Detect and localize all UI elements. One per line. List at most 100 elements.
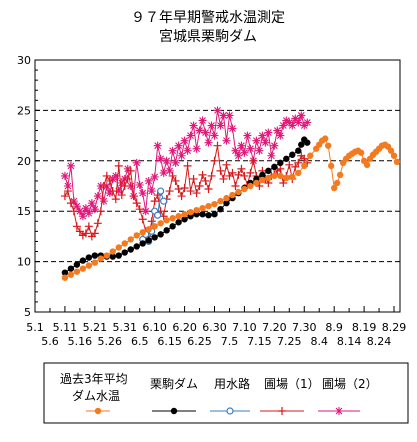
data-point-past-3yr-avg xyxy=(363,161,371,169)
data-point-field-2 xyxy=(192,144,201,153)
y-tick-label: 20 xyxy=(17,155,31,168)
data-point-kurikoma-dam xyxy=(67,265,75,272)
data-point-field-2 xyxy=(228,124,237,133)
data-point-field-2 xyxy=(273,126,282,135)
legend-marker-field-2 xyxy=(335,407,343,415)
data-point-past-3yr-avg xyxy=(103,252,111,259)
data-point-field-1 xyxy=(66,199,75,208)
data-point-field-1 xyxy=(132,199,141,208)
x-tick-label-row1: 5.31 xyxy=(113,321,138,334)
data-point-past-3yr-avg xyxy=(175,213,182,220)
data-point-field-2 xyxy=(303,118,312,127)
series xyxy=(60,106,401,281)
data-point-field-1 xyxy=(114,161,123,170)
y-tick-label: 15 xyxy=(17,205,31,218)
data-point-field-1 xyxy=(249,156,258,165)
data-point-past-3yr-avg xyxy=(85,262,93,269)
data-point-field-2 xyxy=(243,131,252,140)
x-tick-label-row1: 5.11 xyxy=(53,321,78,334)
data-point-field-2 xyxy=(90,205,99,214)
data-point-field-1 xyxy=(237,164,246,173)
x-tick-label-row1: 7.10 xyxy=(232,321,257,334)
data-point-field-2 xyxy=(294,118,303,127)
data-point-field-1 xyxy=(240,171,249,180)
data-point-field-2 xyxy=(255,146,264,155)
data-point-field-1 xyxy=(72,222,81,231)
data-point-field-2 xyxy=(135,180,144,189)
data-point-field-2 xyxy=(237,141,246,150)
data-point-field-1 xyxy=(117,191,126,200)
data-point-field-2 xyxy=(180,136,189,145)
data-point-past-3yr-avg xyxy=(151,223,158,230)
data-point-field-1 xyxy=(210,156,219,165)
data-point-past-3yr-avg xyxy=(79,265,87,272)
x-tick-label-row1: 8.29 xyxy=(382,321,407,334)
data-point-irrigation-canal xyxy=(157,187,165,195)
data-point-field-1 xyxy=(180,184,189,193)
x-tick-label-row1: 8.9 xyxy=(325,321,343,334)
data-point-field-1 xyxy=(171,176,180,185)
data-point-field-2 xyxy=(168,146,177,155)
data-point-field-1 xyxy=(129,192,138,201)
data-point-field-1 xyxy=(195,182,204,190)
y-tick-label: 25 xyxy=(17,104,31,117)
x-tick-label-row1: 5.1 xyxy=(26,321,44,334)
data-point-field-1 xyxy=(231,182,240,190)
data-point-kurikoma-dam xyxy=(139,240,146,247)
data-point-past-3yr-avg xyxy=(387,147,395,154)
data-point-field-2 xyxy=(204,138,213,147)
data-point-field-2 xyxy=(111,171,120,180)
data-point-past-3yr-avg xyxy=(322,135,329,142)
data-point-past-3yr-avg xyxy=(157,220,164,227)
x-tick-label-row2: 5.26 xyxy=(98,335,123,348)
legend-label-field-1: 圃場（1） xyxy=(264,377,320,391)
data-point-past-3yr-avg xyxy=(235,188,242,196)
data-point-kurikoma-dam xyxy=(127,246,134,253)
data-point-field-2 xyxy=(252,136,261,145)
data-point-kurikoma-dam xyxy=(115,252,122,259)
data-point-field-2 xyxy=(126,182,135,190)
data-point-field-2 xyxy=(222,136,231,145)
data-point-field-2 xyxy=(144,176,153,185)
data-point-past-3yr-avg xyxy=(301,162,308,170)
data-point-field-2 xyxy=(156,154,165,163)
data-point-past-3yr-avg xyxy=(181,211,188,218)
data-point-kurikoma-dam xyxy=(145,237,152,244)
series-past-3yr-avg xyxy=(61,135,401,281)
x-tick-label-row1: 6.20 xyxy=(172,321,197,334)
data-point-field-2 xyxy=(99,197,108,206)
data-point-field-2 xyxy=(117,178,126,187)
data-point-irrigation-canal xyxy=(154,211,162,219)
series-field-2 xyxy=(60,106,312,221)
legend-label-irrigation-canal: 用水路 xyxy=(214,376,250,391)
legend-box xyxy=(43,362,409,424)
data-point-past-3yr-avg xyxy=(145,226,152,233)
data-point-past-3yr-avg xyxy=(139,229,146,236)
data-point-field-2 xyxy=(225,111,234,120)
data-point-field-1 xyxy=(204,185,213,194)
legend: 過去3年平均 ダム水温 栗駒ダム 用水路 圃場（1） 圃場（2） xyxy=(43,362,409,424)
data-point-field-2 xyxy=(276,131,285,140)
data-point-kurikoma-dam xyxy=(85,254,93,261)
data-point-field-1 xyxy=(75,227,84,236)
data-point-past-3yr-avg xyxy=(229,191,236,199)
data-point-field-1 xyxy=(108,187,117,196)
x-tick-label-row1: 6.10 xyxy=(142,321,167,334)
data-point-field-1 xyxy=(222,160,231,169)
data-point-field-2 xyxy=(66,161,75,170)
data-point-past-3yr-avg xyxy=(259,176,266,184)
data-point-field-1 xyxy=(165,187,174,196)
data-point-past-3yr-avg xyxy=(327,162,335,170)
data-point-field-2 xyxy=(105,189,114,198)
data-point-field-1 xyxy=(123,174,132,183)
x-tick-label-row2: 6.15 xyxy=(157,335,182,348)
x-tick-label-row2: 7.25 xyxy=(277,335,302,348)
x-tick-label-row2: 6.5 xyxy=(131,335,149,348)
data-point-field-1 xyxy=(93,219,102,228)
data-point-past-3yr-avg xyxy=(295,169,302,177)
data-point-past-3yr-avg xyxy=(115,244,122,251)
data-point-field-2 xyxy=(174,141,183,150)
data-point-field-2 xyxy=(189,121,198,130)
data-point-kurikoma-dam xyxy=(121,249,128,256)
